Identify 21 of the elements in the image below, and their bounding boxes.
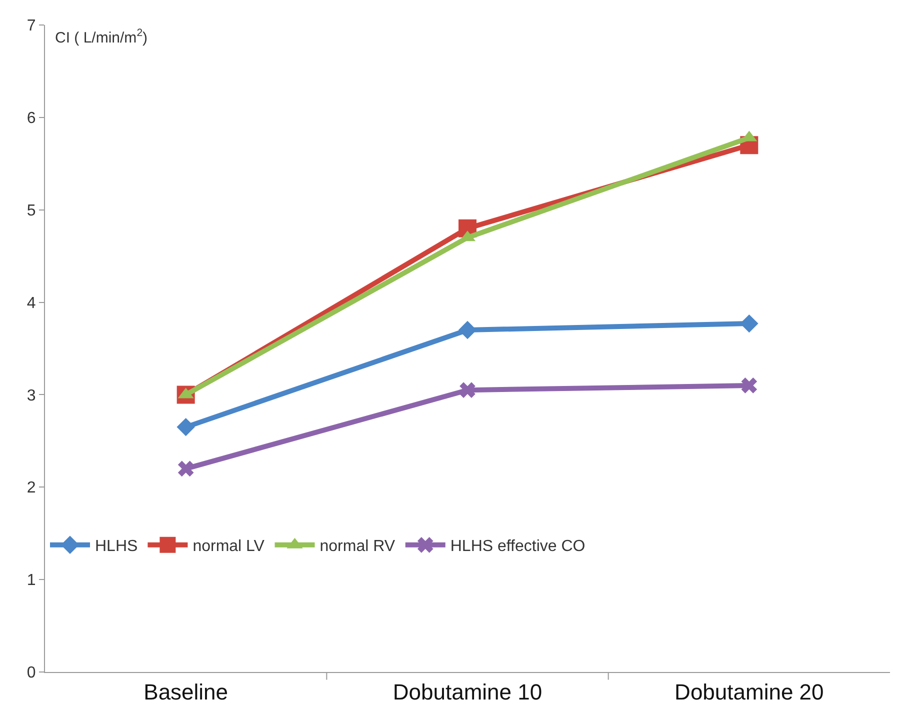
y-tick-label: 2 [26, 480, 36, 497]
x-tick-label: Dobutamine 20 [674, 679, 824, 704]
y-tick-label: 1 [26, 572, 36, 590]
point [176, 418, 195, 436]
legend-label: normal RV [320, 538, 396, 556]
legend-label: normal LV [192, 538, 265, 556]
point [460, 382, 476, 398]
legend-label: HLHS [95, 538, 138, 556]
y-tick-label: 4 [26, 294, 36, 312]
point [741, 378, 758, 394]
y-tick-label: 5 [26, 202, 36, 220]
y-tick-label: 6 [26, 110, 36, 128]
y-tick-label: 7 [26, 18, 36, 35]
y-tick-label: 3 [26, 387, 36, 404]
point [178, 460, 194, 477]
y-tick-label: 0 [26, 664, 36, 682]
x-tick-label: Dobutamine 10 [392, 679, 542, 704]
y-axis-title: CI ( L/min/m$^{2}$) [55, 27, 148, 46]
legend-label: HLHS effective CO [450, 538, 586, 556]
point [740, 314, 758, 333]
x-tick-label: Baseline [144, 679, 228, 704]
